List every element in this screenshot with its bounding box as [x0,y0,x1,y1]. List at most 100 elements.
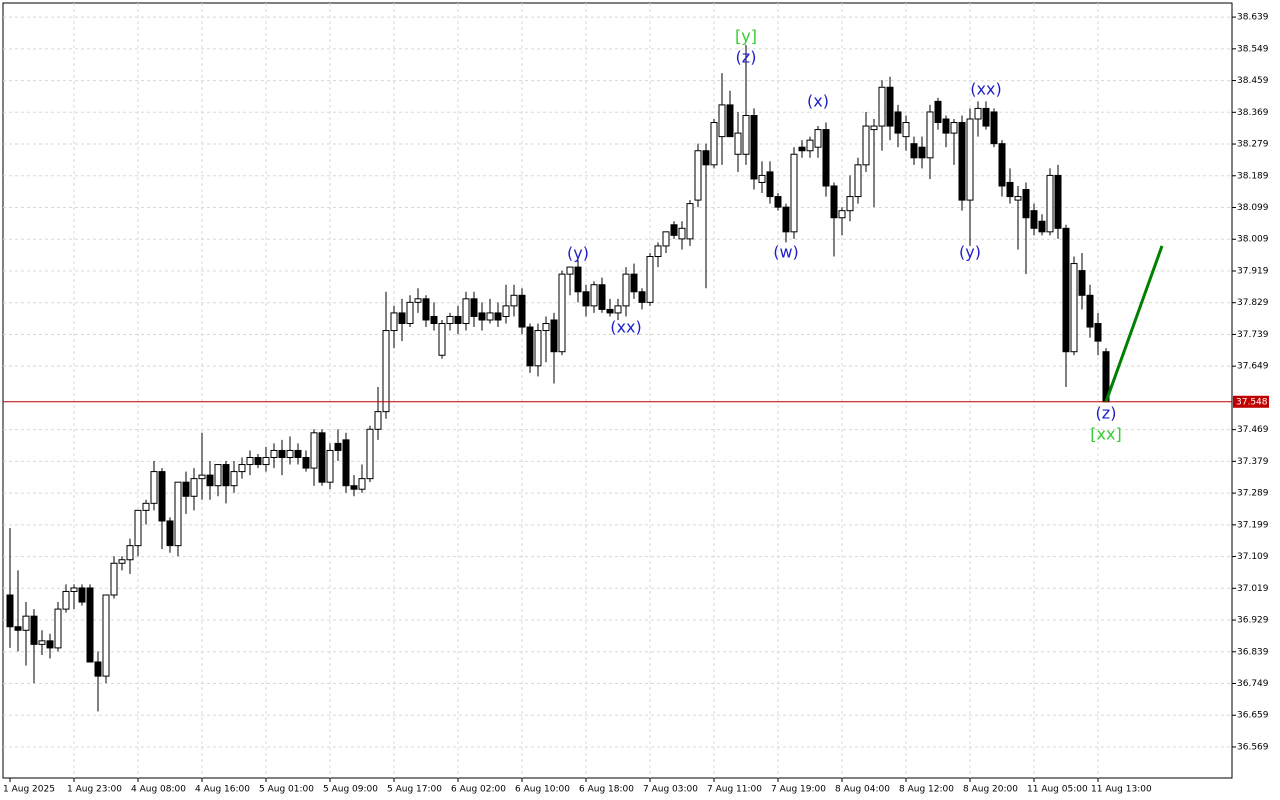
y-tick-label: 36.929 [1237,616,1269,626]
candle-body [142,502,150,511]
candle-body [958,122,966,201]
y-tick-label: 38.369 [1237,108,1269,118]
candle-body [390,312,398,332]
candle-body [622,273,630,307]
candle-body [990,111,998,145]
candle-body [166,520,174,547]
candle-body [758,174,766,183]
candle-body [582,291,590,307]
wave-label: (y) [567,244,589,263]
y-tick-label: 36.569 [1237,742,1269,752]
candle-body [126,545,134,561]
candle-body [838,210,846,219]
candle-body [62,590,70,610]
candle-body [550,319,558,353]
current-price-box [1233,395,1269,408]
candle-body [934,100,942,124]
candle-body [342,439,350,487]
candle-body [478,312,486,321]
candle-body [598,284,606,310]
candle-body [654,245,662,258]
candle-body [214,464,222,487]
candle-body [286,449,294,458]
candle-body [774,196,782,208]
candle-body [766,171,774,198]
candle-body [302,456,310,469]
candle-body [942,118,950,134]
wave-label: (z) [1096,404,1117,423]
candle-body [494,312,502,321]
wave-label: (y) [959,242,981,261]
x-tick-label: 8 Aug 04:00 [835,785,890,795]
candle-body [790,153,798,233]
candle-body [862,125,870,166]
candle-body [1086,294,1094,328]
candle-body [110,562,118,596]
candle-body [902,122,910,138]
candle-body [998,143,1006,187]
candle-body [38,640,46,645]
y-tick-label: 38.189 [1237,171,1269,181]
candle-body [446,315,454,325]
y-tick-label: 38.009 [1237,235,1269,245]
y-tick-label: 38.639 [1237,13,1269,23]
candle-body [14,626,22,631]
candle-body [150,471,158,504]
wave-label: (z) [736,48,757,67]
x-tick-label: 11 Aug 05:00 [1027,785,1088,795]
candle-body [782,206,790,233]
y-tick-label: 37.739 [1237,330,1269,340]
x-tick-label: 5 Aug 17:00 [387,785,442,795]
x-tick-label: 6 Aug 02:00 [451,785,506,795]
candle-body [174,481,182,547]
candle-body [566,266,574,275]
candle-body [726,104,734,138]
candle-body [894,111,902,134]
candle-body [30,615,38,645]
candle-body [974,107,982,120]
candle-body [206,474,214,487]
candle-body [262,456,270,466]
candle-body [278,449,286,458]
candle-body [94,661,102,677]
candle-body [742,114,750,155]
candle-body [6,594,14,628]
candle-body [22,615,30,631]
candle-body [1022,189,1030,219]
candle-body [422,298,430,321]
candle-body [614,305,622,314]
candle-body [326,449,334,483]
candle-body [1078,270,1086,296]
y-tick-label: 37.829 [1237,298,1269,308]
candle-body [734,132,742,155]
candle-body [846,196,854,212]
x-tick-label: 7 Aug 19:00 [771,785,826,795]
x-tick-label: 8 Aug 12:00 [899,785,954,795]
candle-body [334,442,342,451]
y-tick-label: 36.839 [1237,647,1269,657]
candle-body [1014,196,1022,201]
candle-body [70,587,78,592]
wave-label: (xx) [610,318,641,337]
x-tick-label: 4 Aug 16:00 [195,785,250,795]
candle-body [1030,210,1038,229]
candle-body [1046,174,1054,233]
x-tick-label: 6 Aug 10:00 [515,785,570,795]
candle-body [1070,263,1078,353]
candle-body [398,312,406,325]
candle-body [78,587,86,603]
candle-body [646,256,654,303]
candle-body [534,330,542,367]
candle-body [102,594,110,677]
candle-body [462,298,470,325]
candle-body [870,125,878,131]
candle-body [294,449,302,458]
candle-body [694,150,702,201]
candle-body [798,146,806,152]
candle-body [806,139,814,152]
candle-body [182,481,190,497]
wave-label: (x) [807,92,829,111]
candle-body [310,432,318,469]
